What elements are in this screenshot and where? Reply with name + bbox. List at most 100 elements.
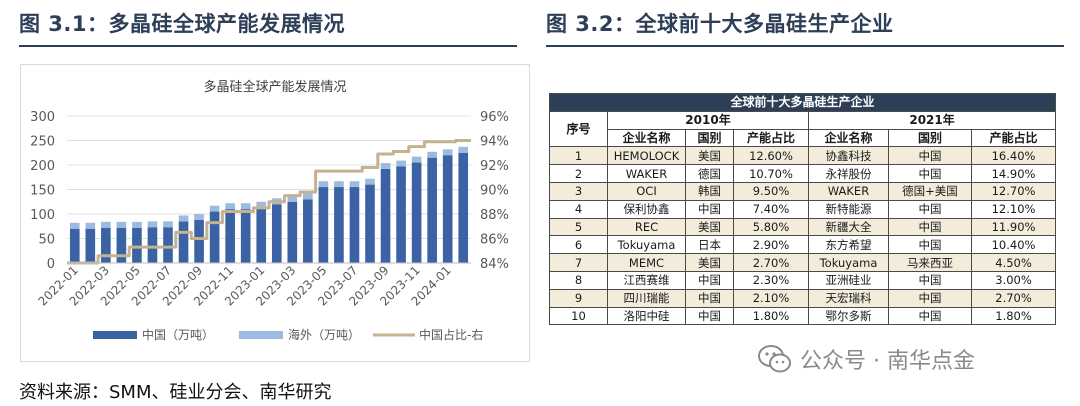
bar-overseas bbox=[163, 221, 173, 228]
table-cell: 5.80% bbox=[733, 217, 809, 237]
table-cell: 5 bbox=[549, 217, 608, 237]
capacity-chart: 多晶硅全球产能发展情况 0 50 100 150 200 250 300 84% 86% 88% 90… bbox=[20, 64, 530, 362]
legend-swatch-china bbox=[93, 331, 137, 339]
y-tick-right: 88% bbox=[480, 208, 509, 223]
watermark: 公众号 · 南华点金 bbox=[758, 343, 975, 375]
table-cell: 洛阳中硅 bbox=[607, 306, 686, 326]
bar-china bbox=[194, 219, 204, 263]
table-cell: 9.50% bbox=[733, 181, 809, 201]
y-tick-left: 100 bbox=[30, 208, 55, 223]
table-cell: 3 bbox=[549, 181, 608, 201]
table-cell: 4.50% bbox=[970, 253, 1057, 272]
y-tick-right: 90% bbox=[480, 184, 509, 199]
y-tick-right: 92% bbox=[480, 159, 509, 174]
bar-china bbox=[287, 201, 298, 263]
bar-overseas bbox=[287, 195, 298, 202]
y-tick-right: 94% bbox=[480, 135, 509, 150]
y-tick-left: 200 bbox=[30, 159, 55, 174]
bar-overseas bbox=[256, 201, 267, 208]
table-cell: 中国 bbox=[888, 288, 972, 308]
bar-china bbox=[147, 227, 158, 263]
table-cell: 新特能源 bbox=[808, 199, 889, 219]
bar-china bbox=[365, 184, 375, 263]
bar-overseas bbox=[225, 203, 235, 210]
y-tick-left: 0 bbox=[47, 257, 55, 272]
bar-china bbox=[225, 209, 235, 263]
table-cell: WAKER bbox=[808, 181, 889, 201]
table-cell: 6 bbox=[549, 235, 608, 255]
y-tick-right: 86% bbox=[480, 233, 509, 248]
table-row: 8 江西赛维 中国 2.30% 亚洲硅业 中国 3.00% bbox=[549, 270, 1057, 290]
bar-china bbox=[240, 209, 251, 263]
bar-overseas bbox=[334, 181, 344, 188]
table-cell: 12.10% bbox=[970, 199, 1057, 219]
wechat-icon bbox=[758, 345, 791, 373]
bar-overseas bbox=[318, 181, 329, 188]
table-cell: 中国 bbox=[888, 217, 972, 237]
table-cell: 天宏瑞科 bbox=[808, 288, 889, 308]
fig1-title: 图 3.1：多晶硅全球产能发展情况 bbox=[19, 12, 346, 36]
table-cell: 中国 bbox=[685, 306, 734, 326]
y-tick-left: 250 bbox=[30, 135, 55, 150]
table-cell: 12.60% bbox=[733, 146, 809, 166]
legend-label-china: 中国（万吨） bbox=[142, 327, 214, 342]
bar-overseas bbox=[411, 156, 422, 163]
bar-china bbox=[178, 221, 189, 263]
y-tick-right: 84% bbox=[480, 257, 509, 272]
bar-china bbox=[116, 227, 127, 263]
bar-overseas bbox=[442, 149, 453, 156]
year-2021-header: 2021年 bbox=[807, 110, 1057, 130]
table-row: 2 WAKER 德国 10.70% 永祥股份 中国 14.90% bbox=[549, 164, 1057, 183]
table-cell: 中国 bbox=[685, 288, 734, 308]
table-cell: 10 bbox=[549, 306, 608, 326]
col-header: 产能占比 bbox=[970, 128, 1057, 148]
bar-china bbox=[69, 228, 80, 263]
watermark-text: 公众号 · 南华点金 bbox=[800, 349, 975, 374]
fig2-title: 图 3.2：全球前十大多晶硅生产企业 bbox=[546, 12, 894, 36]
table-cell: 永祥股份 bbox=[808, 164, 889, 183]
y-tick-left: 300 bbox=[30, 110, 55, 125]
table-cell: 14.90% bbox=[970, 164, 1057, 183]
table-cell: 协鑫科技 bbox=[808, 146, 889, 166]
bar-china bbox=[396, 166, 406, 263]
table-row: 5 REC 美国 5.80% 新疆大全 中国 11.90% bbox=[549, 217, 1057, 237]
legend-swatch-overseas bbox=[239, 331, 283, 339]
col-header: 企业名称 bbox=[808, 128, 889, 148]
bar-overseas bbox=[380, 163, 391, 169]
y-tick-left: 50 bbox=[38, 233, 55, 248]
table-cell: 中国 bbox=[888, 199, 972, 219]
table-cell: 2.70% bbox=[733, 253, 809, 272]
bar-overseas bbox=[303, 193, 313, 200]
bar-overseas bbox=[69, 222, 80, 229]
table-cell: 江西赛维 bbox=[607, 270, 686, 290]
bar-overseas bbox=[147, 221, 158, 228]
table-cell: 亚洲硅业 bbox=[808, 270, 889, 290]
table-cell: 3.00% bbox=[970, 270, 1057, 290]
table-cell: 中国 bbox=[888, 146, 972, 166]
table-cell: WAKER bbox=[607, 164, 686, 183]
table-cell: 中国 bbox=[685, 270, 734, 290]
bar-overseas bbox=[101, 221, 111, 228]
table-cell: 美国 bbox=[685, 146, 734, 166]
table-cell: 日本 bbox=[685, 235, 734, 255]
legend-label-overseas: 海外（万吨） bbox=[288, 327, 360, 342]
bar-overseas bbox=[178, 215, 189, 222]
table-row: 10 洛阳中硅 中国 1.80% 鄂尔多斯 中国 1.80% bbox=[549, 306, 1057, 326]
table-cell: 10.70% bbox=[733, 164, 809, 183]
bar-china bbox=[380, 168, 391, 263]
capacity-chart-svg: 多晶硅全球产能发展情况 0 50 100 150 200 250 300 84% 86% 88% 90… bbox=[30, 79, 509, 342]
col-header: 国别 bbox=[888, 128, 972, 148]
fig1-title-rule bbox=[19, 45, 517, 47]
table-cell: 2 bbox=[549, 164, 608, 183]
col-header: 国别 bbox=[685, 128, 734, 148]
table-cell: 12.70% bbox=[970, 181, 1057, 201]
table-cell: 中国 bbox=[888, 164, 972, 183]
table-cell: 中国 bbox=[685, 199, 734, 219]
col-header: 产能占比 bbox=[733, 128, 809, 148]
table-row: 7 MEMC 美国 2.70% Tokuyama 马来西亚 4.50% bbox=[549, 253, 1057, 272]
bar-overseas bbox=[194, 214, 204, 220]
bar-overseas bbox=[85, 222, 96, 229]
y-tick-left: 150 bbox=[30, 184, 55, 199]
table-row: 9 四川瑞能 中国 2.10% 天宏瑞科 中国 2.70% bbox=[549, 288, 1057, 308]
bar-china bbox=[334, 187, 344, 263]
